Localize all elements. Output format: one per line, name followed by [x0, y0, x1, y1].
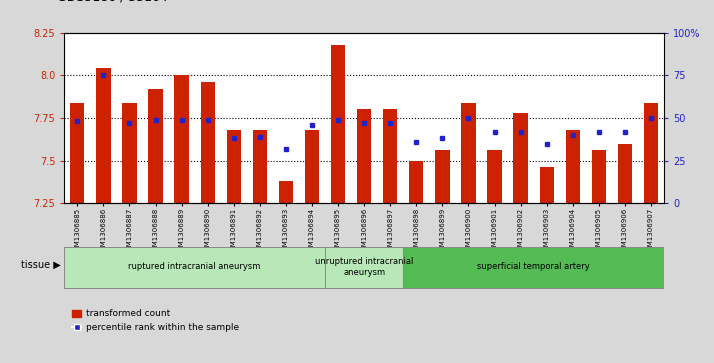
Text: tissue ▶: tissue ▶ — [21, 260, 61, 269]
Bar — [513, 113, 528, 203]
Bar — [461, 103, 476, 203]
Bar — [331, 45, 346, 203]
Text: unruptured intracranial
aneurysm: unruptured intracranial aneurysm — [315, 257, 413, 277]
Bar — [488, 150, 502, 203]
Bar — [436, 150, 450, 203]
Bar — [201, 82, 215, 203]
Bar — [149, 89, 163, 203]
Bar — [565, 130, 580, 203]
Text: superficial temporal artery: superficial temporal artery — [477, 262, 590, 271]
Bar — [174, 75, 188, 203]
Bar — [592, 150, 606, 203]
Text: GDS5186 / 33164: GDS5186 / 33164 — [57, 0, 168, 4]
Bar — [403, 246, 664, 288]
Bar — [644, 103, 658, 203]
Bar — [253, 130, 267, 203]
Bar — [383, 110, 398, 203]
Text: ruptured intracranial aneurysm: ruptured intracranial aneurysm — [129, 262, 261, 271]
Bar — [357, 110, 371, 203]
Bar — [226, 130, 241, 203]
Bar — [409, 160, 423, 203]
Bar — [618, 144, 632, 203]
Bar — [325, 246, 403, 288]
Bar — [278, 181, 293, 203]
Bar — [305, 130, 319, 203]
Bar — [70, 103, 84, 203]
Legend: transformed count, percentile rank within the sample: transformed count, percentile rank withi… — [69, 306, 243, 335]
Bar — [122, 103, 136, 203]
Bar — [64, 246, 325, 288]
Bar — [96, 69, 111, 203]
Bar — [540, 167, 554, 203]
